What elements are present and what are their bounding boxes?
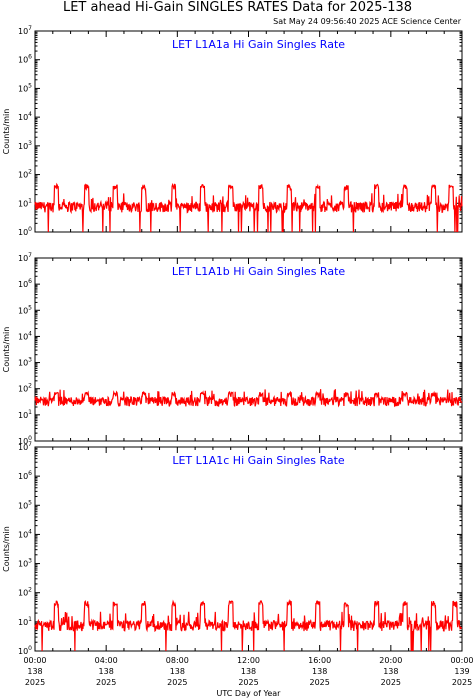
- panel-frame: [34, 446, 463, 652]
- y-axis-label: Counts/min: [2, 327, 11, 373]
- generation-timestamp: Sat May 24 09:56:40 2025 ACE Science Cen…: [273, 17, 461, 26]
- chart-panel-3: 100 101 102 103 104 105 106 107 LET L1A1c Hi Gai…: [2, 441, 463, 656]
- x-tick-label-doy: 138: [312, 667, 327, 676]
- y-tick-label: 107: [18, 252, 32, 263]
- x-tick-label-doy: 138: [99, 667, 114, 676]
- y-tick-label: 103: [18, 558, 32, 569]
- y-tick-label: 103: [18, 140, 32, 151]
- y-axis-label: Counts/min: [2, 109, 11, 155]
- x-tick-label-doy: 138: [241, 667, 256, 676]
- y-tick-label: 101: [18, 409, 32, 420]
- x-tick-label-time: 08:00: [166, 656, 189, 665]
- panel-frame: [34, 257, 463, 442]
- y-tick-label: 104: [18, 330, 32, 341]
- y-tick-label: 102: [18, 587, 32, 598]
- y-tick-label: 103: [18, 357, 32, 368]
- y-axis-label: Counts/min: [2, 526, 11, 572]
- x-tick-label-doy: 139: [454, 667, 469, 676]
- x-tick-label-time: 00:00: [450, 656, 473, 665]
- x-tick-label-doy: 138: [383, 667, 398, 676]
- x-tick-label-doy: 138: [170, 667, 185, 676]
- y-tick-label: 105: [18, 82, 32, 93]
- y-tick-label: 100: [18, 645, 32, 656]
- y-tick-label: 105: [18, 304, 32, 315]
- x-tick-label-year: 2025: [309, 678, 329, 687]
- x-tick-label-year: 2025: [96, 678, 116, 687]
- y-tick-label: 104: [18, 528, 32, 539]
- x-axis-title: UTC Day of Year: [217, 689, 282, 698]
- chart-panel-2: 100 101 102 103 104 105 106 107 LET L1A1b Hi Gai…: [2, 252, 463, 446]
- y-tick-label: 106: [18, 278, 32, 289]
- x-tick-label-time: 00:00: [23, 656, 46, 665]
- x-tick-label-time: 20:00: [379, 656, 402, 665]
- chart-panel-1: 100 101 102 103 104 105 106 107 LET L1A1a Hi Gai…: [2, 25, 463, 237]
- y-tick-label: 102: [18, 169, 32, 180]
- panel-title: LET L1A1c Hi Gain Singles Rate: [172, 454, 345, 467]
- page-title: LET ahead Hi-Gain SINGLES RATES Data for…: [62, 0, 413, 15]
- x-tick-label-time: 12:00: [237, 656, 260, 665]
- x-tick-label-year: 2025: [381, 678, 401, 687]
- x-tick-label-year: 2025: [452, 678, 472, 687]
- rate-trace: [34, 182, 463, 233]
- rate-trace: [34, 389, 463, 408]
- panel-title: LET L1A1a Hi Gain Singles Rate: [172, 38, 345, 51]
- panel-title: LET L1A1b Hi Gain Singles Rate: [172, 265, 346, 278]
- x-tick-label-time: 04:00: [95, 656, 118, 665]
- y-tick-label: 106: [18, 54, 32, 65]
- x-tick-label-year: 2025: [25, 678, 45, 687]
- y-tick-label: 105: [18, 499, 32, 510]
- y-tick-label: 102: [18, 383, 32, 394]
- rate-trace: [34, 598, 463, 652]
- y-tick-label: 100: [18, 435, 32, 446]
- y-tick-label: 101: [18, 616, 32, 627]
- y-tick-label: 104: [18, 111, 32, 122]
- x-tick-label-year: 2025: [238, 678, 258, 687]
- y-tick-label: 107: [18, 25, 32, 36]
- y-tick-label: 106: [18, 470, 32, 481]
- x-tick-label-time: 16:00: [308, 656, 331, 665]
- x-tick-label-year: 2025: [167, 678, 187, 687]
- x-tick-label-doy: 138: [27, 667, 42, 676]
- y-tick-label: 100: [18, 226, 32, 237]
- y-tick-label: 101: [18, 197, 32, 208]
- y-tick-label: 107: [18, 441, 32, 452]
